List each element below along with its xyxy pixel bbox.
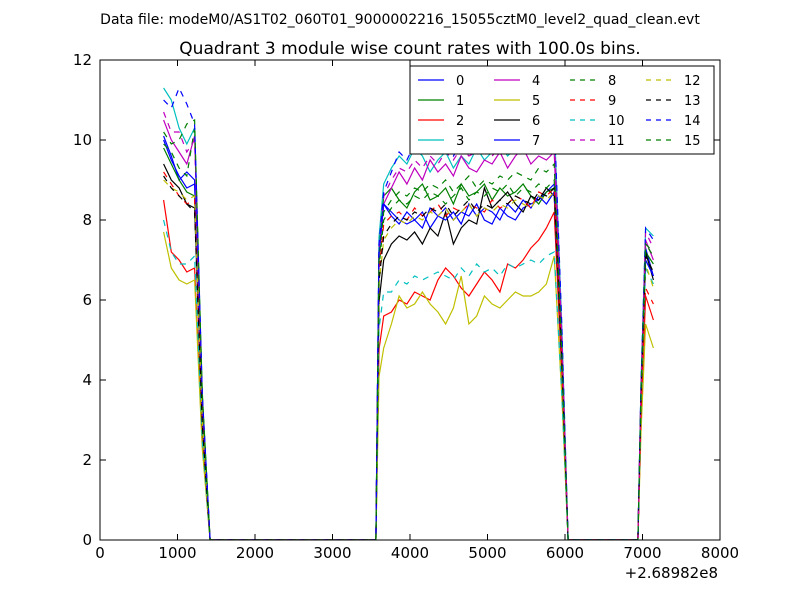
legend-label-3: 3 [456,134,464,149]
series-line-0 [163,135,654,540]
x-tick-label: 0 [95,544,105,562]
series-line-7 [163,139,654,540]
legend-label-7: 7 [532,134,540,149]
x-tick-label: 5000 [468,544,506,562]
y-tick-label: 2 [82,451,92,469]
axis-ticks: 0 1000 2000 3000 4000 5000 6000 7000 80000246810… [73,51,739,562]
legend-label-0: 0 [456,74,464,89]
y-tick-label: 4 [82,371,92,389]
figure-suptitle: Data file: modeM0/AS1T02_060T01_90000022… [100,12,700,28]
legend-box [409,65,715,155]
series-line-13 [163,175,654,540]
legend-label-11: 11 [608,134,625,149]
legend-label-10: 10 [608,114,625,129]
legend-label-5: 5 [532,94,540,109]
legend-label-14: 14 [684,114,701,129]
series-line-3 [163,87,654,540]
x-tick-label: 1000 [158,544,196,562]
legend-label-6: 6 [532,114,540,129]
y-tick-label: 0 [82,531,92,549]
x-tick-label: 7000 [623,544,661,562]
series-line-4 [163,119,654,540]
series-line-5 [163,231,654,540]
x-tick-label: 8000 [701,544,739,562]
x-tick-label: 6000 [546,544,584,562]
series-layer [163,86,654,540]
series-line-8 [163,127,654,540]
series-line-14 [163,86,654,540]
chart-title: Quadrant 3 module wise count rates with … [179,39,640,59]
series-line-11 [163,111,654,540]
legend-label-2: 2 [456,114,464,129]
legend-label-1: 1 [456,94,464,109]
series-line-9 [163,171,654,540]
legend-label-4: 4 [532,74,540,89]
y-tick-label: 12 [73,51,92,69]
y-tick-label: 8 [82,211,92,229]
legend-label-13: 13 [684,94,701,109]
y-tick-label: 6 [82,291,92,309]
series-line-2 [163,199,654,540]
series-line-10 [163,219,654,540]
x-tick-label: 2000 [236,544,274,562]
series-line-6 [163,163,654,540]
x-offset-label: +2.68982e8 [625,564,718,582]
x-tick-label: 3000 [313,544,351,562]
legend-label-15: 15 [684,134,701,149]
x-tick-label: 4000 [391,544,429,562]
legend-label-12: 12 [684,74,701,89]
legend-label-9: 9 [608,94,616,109]
y-tick-label: 10 [73,131,92,149]
series-line-12 [163,179,654,540]
series-line-1 [163,147,654,540]
legend-label-8: 8 [608,74,616,89]
series-line-15 [163,119,654,540]
